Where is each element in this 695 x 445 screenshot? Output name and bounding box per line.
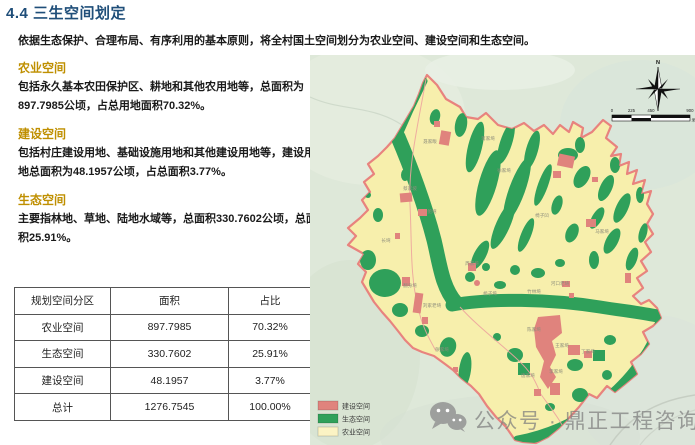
table-header-cell: 占比	[228, 287, 312, 315]
scale-tick: 900	[686, 108, 694, 113]
legend-swatch-ecological	[317, 413, 339, 424]
map-place-label: 蒋家塆	[481, 135, 495, 142]
road-layer	[409, 78, 563, 426]
scale-tick: 225	[628, 108, 636, 113]
section-heading: 农业空间	[18, 61, 67, 75]
north-arrow-icon: N	[636, 60, 680, 112]
section-body: 主要指林地、草地、陆地水域等，总面积330.7602公顷，总面积25.91%。	[18, 213, 317, 244]
table-cell: 建设空间	[14, 366, 111, 395]
table-cell: 1276.7545	[110, 393, 229, 421]
wechat-icon	[429, 401, 467, 439]
section-ecological: 生态空间 主要指林地、草地、陆地水域等，总面积330.7602公顷，总面积25.…	[18, 191, 319, 248]
legend-label: 农业空间	[342, 428, 370, 437]
table-cell: 48.1957	[110, 366, 229, 395]
table-cell: 总计	[14, 393, 111, 421]
watermark: 公众号 · 鼎正工程咨询	[429, 401, 695, 439]
landuse-map: 聂家畈 蒋家塆徐家塆椅子凹 蔡家坡鲍塆长塆翻身塆 周家塆刘家老塆 桥子塆 竹林塆 河口老塆 马…	[310, 55, 695, 445]
section-body: 包括永久基本农田保护区、耕地和其他农用地等，总面积为897.7985公顷，占总用…	[18, 81, 304, 112]
map-place-label: 刘家老塆	[423, 302, 442, 309]
table-cell: 70.32%	[228, 313, 312, 342]
north-label: N	[656, 60, 660, 66]
map-place-label: 徐家塆	[497, 167, 511, 174]
section-body: 包括村庄建设用地、基础设施用地和其他建设用地等，建设用地总面积为48.1957公…	[18, 147, 315, 178]
section-construction: 建设空间 包括村庄建设用地、基础设施用地和其他建设用地等，建设用地总面积为48.…	[18, 125, 319, 182]
map-place-label: 马家塆	[595, 228, 609, 235]
construction-patch-layer	[395, 121, 631, 396]
map-place-label: 张家塆	[435, 346, 449, 353]
table-cell: 330.7602	[110, 340, 229, 368]
map-place-label: 鲍塆	[427, 208, 437, 215]
map-place-label: 椅子凹	[535, 212, 549, 218]
map-place-label: 翻身塆	[403, 282, 417, 289]
legend-swatch-agricultural	[317, 426, 339, 437]
map-place-label: 聂家畈	[423, 138, 437, 145]
map-place-label: 竹林塆	[527, 288, 541, 295]
page-title: 4.4 三生空间划定	[6, 5, 127, 22]
table-header-cell: 面积	[110, 287, 229, 315]
table-cell: 生态空间	[14, 340, 111, 368]
section-heading: 建设空间	[18, 127, 67, 141]
table-cell: 农业空间	[14, 313, 111, 342]
scale-unit: 米	[692, 117, 695, 123]
map-place-label: 陈家塆	[527, 326, 541, 333]
table-cell: 25.91%	[228, 340, 312, 368]
legend-label: 生态空间	[342, 415, 370, 424]
table-row: 生态空间 330.7602 25.91%	[14, 340, 312, 368]
map-place-label: 蔡家坡	[403, 185, 417, 192]
map-place-label: 唐家塆	[521, 372, 535, 379]
scale-tick: 0	[611, 108, 614, 113]
space-sections: 农业空间 包括永久基本农田保护区、耕地和其他农用地等，总面积为897.7985公…	[18, 59, 319, 257]
legend-swatch-construction	[317, 400, 339, 411]
table-cell: 100.00%	[228, 393, 312, 421]
watermark-text: 公众号 · 鼎正工程咨询	[474, 410, 695, 433]
table-header-cell: 规划空间分区	[14, 287, 111, 315]
scale-bar: 0 225 450 900 米	[611, 108, 695, 123]
legend-label: 建设空间	[342, 402, 370, 411]
table-cell: 897.7985	[110, 313, 229, 342]
map-place-label: 桥子塆	[483, 290, 497, 297]
zoning-table: 规划空间分区 面积 占比 农业空间 897.7985 70.32% 生态空间 330.7…	[14, 287, 312, 421]
section-agricultural: 农业空间 包括永久基本农田保护区、耕地和其他农用地等，总面积为897.7985公…	[18, 59, 319, 116]
intro-paragraph: 依据生态保护、合理布局、有序利用的基本原则，将全村国土空间划分为农业空间、建设空…	[18, 35, 535, 47]
map-place-label: 李家塆	[549, 368, 563, 375]
map-place-label: 河口老塆	[551, 280, 570, 287]
map-place-label: 长塆	[381, 237, 391, 244]
scale-tick: 450	[647, 108, 655, 113]
map-legend: 建设空间 生态空间 农业空间	[317, 400, 370, 437]
table-row: 建设空间 48.1957 3.77%	[14, 366, 312, 395]
table-row: 农业空间 897.7985 70.32%	[14, 313, 312, 342]
table-cell: 3.77%	[228, 366, 312, 395]
table-header-row: 规划空间分区 面积 占比	[14, 287, 312, 315]
map-place-label: 丁家塆	[581, 348, 595, 355]
map-place-label: 周家塆	[465, 260, 479, 267]
section-heading: 生态空间	[18, 193, 67, 207]
map-place-label: 王家塆	[555, 342, 569, 349]
table-row: 总计 1276.7545 100.00%	[14, 393, 312, 421]
